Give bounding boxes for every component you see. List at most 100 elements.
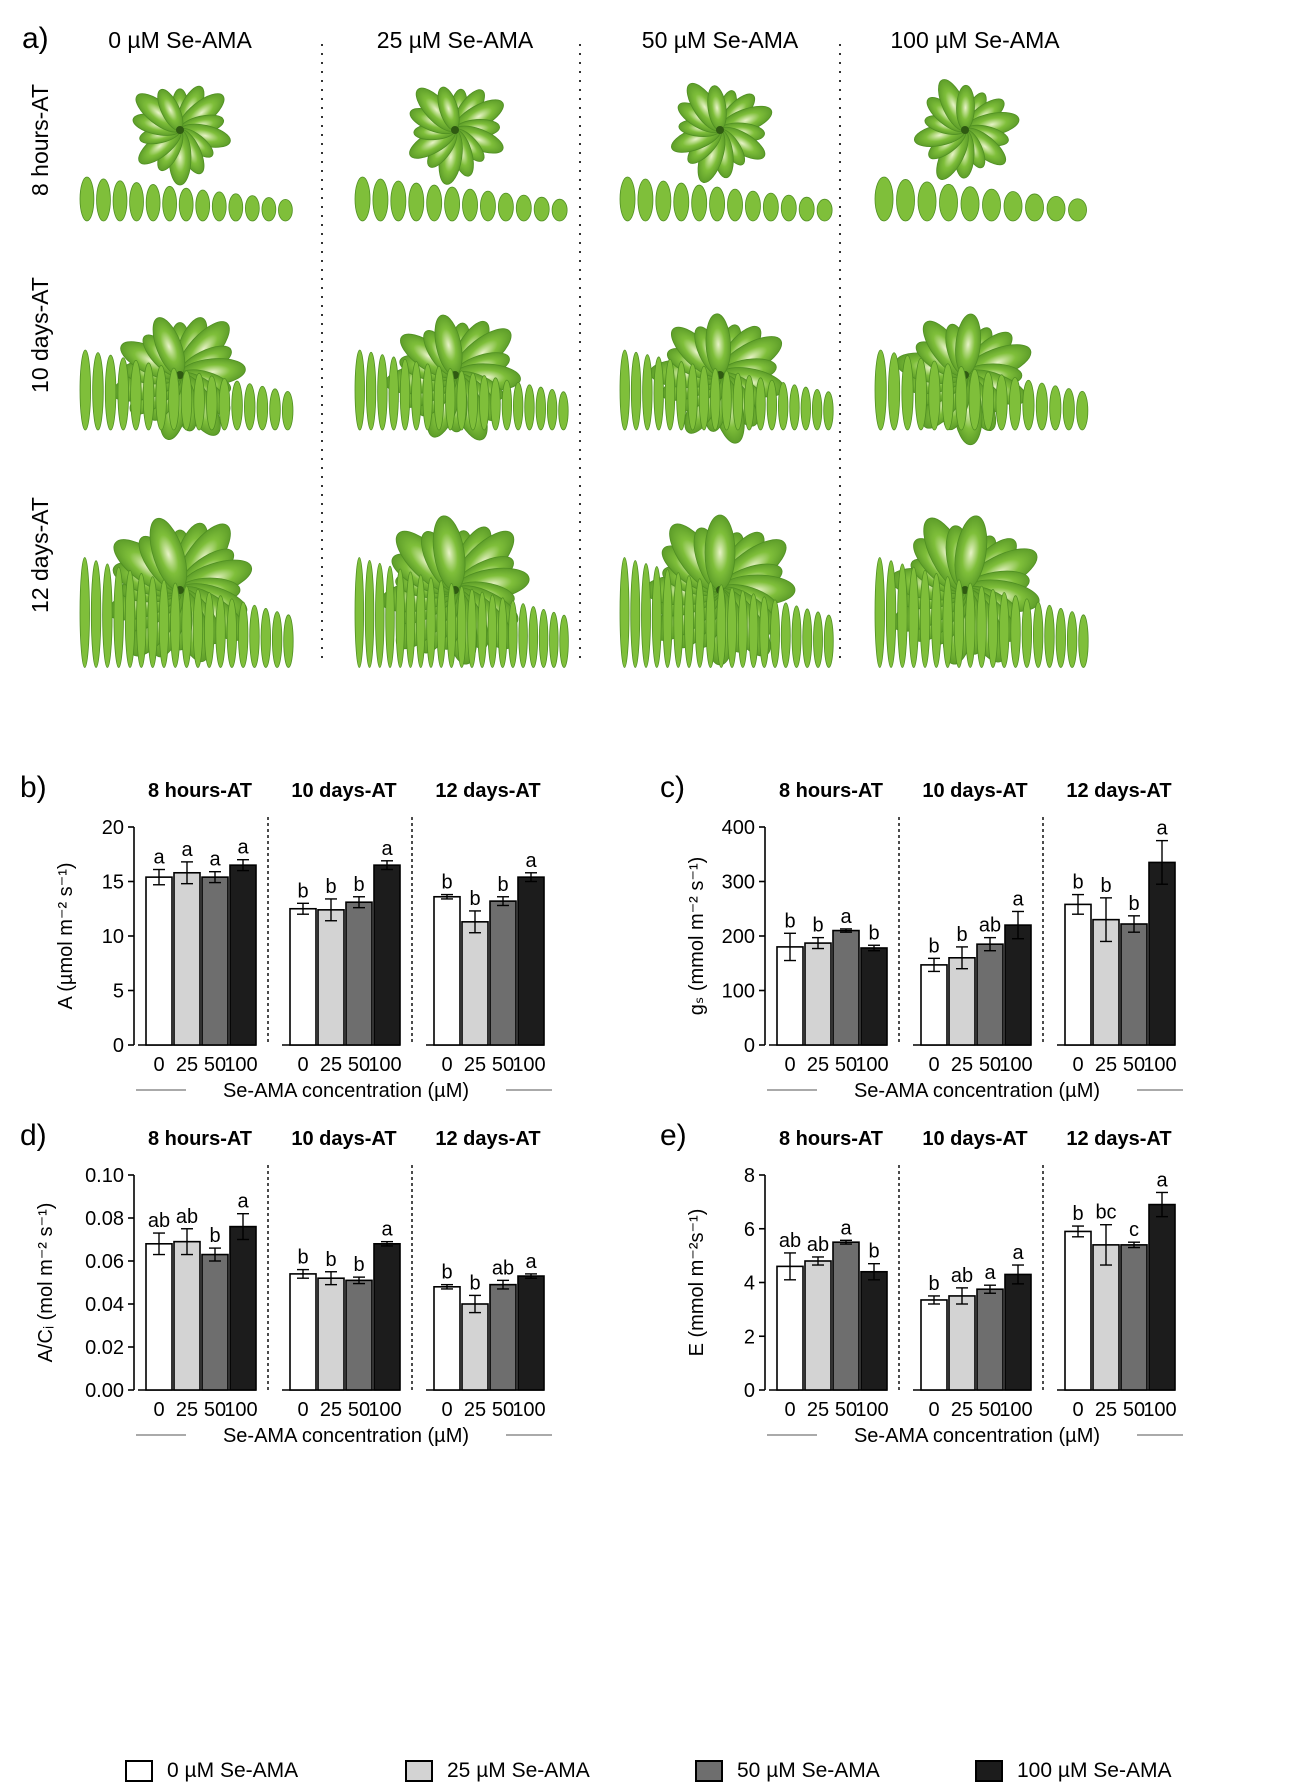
significance-letter: b (469, 888, 480, 910)
column-header-2: 50 µM Se-AMA (642, 27, 799, 53)
strip-leaf (535, 386, 546, 431)
strip-leaf (388, 356, 399, 431)
bar-2-1 (461, 921, 489, 1046)
y-tick-label: 10 (102, 926, 124, 948)
strip-leaf (513, 382, 524, 431)
strip-leaf (709, 186, 726, 222)
strip-leaf (558, 391, 569, 431)
strip-leaf (673, 572, 684, 668)
strip-leaf (811, 388, 823, 431)
strip-leaf (90, 560, 102, 668)
significance-letter: b (497, 874, 508, 896)
legend-label-25: 25 µM Se-AMA (447, 1759, 590, 1782)
strip-leaf (1035, 382, 1048, 431)
significance-letter: a (984, 1262, 996, 1284)
strip-leaf (226, 598, 238, 668)
y-tick-label: 2 (744, 1326, 755, 1348)
significance-letter: b (353, 1254, 364, 1276)
strip-leaf (206, 375, 218, 431)
x-tick-label: 100 (224, 1399, 257, 1421)
strip-leaf (375, 562, 385, 668)
significance-letter: b (868, 1241, 879, 1263)
strip-leaf (178, 187, 194, 222)
strip-leaf (694, 578, 705, 668)
panel-a-plant-photos: a) 0 µM Se-AMA 25 µM Se-AMA 50 µM Se-AMA 100… (0, 0, 1298, 770)
strip-leaf (1078, 614, 1089, 668)
bar-2-2 (1120, 1244, 1148, 1391)
strip-leaf (155, 365, 167, 431)
bar-2-3 (517, 1275, 545, 1391)
strip-leaf (896, 179, 915, 222)
rosette-center (716, 126, 724, 134)
strip-leaf (490, 377, 501, 431)
panel-label: c) (660, 772, 685, 804)
bar-1-2 (976, 943, 1004, 1046)
significance-letter: b (297, 1247, 308, 1269)
strip-leaf (789, 384, 800, 431)
bar-1-2 (345, 901, 373, 1046)
strip-leaf (256, 385, 269, 431)
strip-leaf (546, 388, 558, 431)
significance-letter: b (928, 1273, 939, 1295)
bar-1-1 (948, 957, 976, 1046)
x-tick-label: 100 (999, 1399, 1032, 1421)
y-tick-label: 0 (113, 1035, 124, 1057)
strip-leaf (518, 603, 528, 668)
strip-leaf (515, 194, 532, 222)
bar-2-0 (433, 895, 461, 1046)
row-label-2: 12 days-AT (27, 497, 53, 613)
bar-0-3 (860, 947, 888, 1046)
strip-leaf (755, 377, 766, 431)
strip-leaf (549, 611, 559, 668)
x-tick-label: 25 (464, 1399, 486, 1421)
significance-letter: b (928, 935, 939, 957)
strip-leaf (446, 583, 457, 668)
bar-1-0 (289, 1273, 317, 1391)
bar-2-3 (1148, 1203, 1176, 1391)
bar-1-1 (948, 1295, 976, 1391)
x-tick-label: 50 (348, 1399, 370, 1421)
strip-leaf (721, 370, 732, 431)
significance-letter: b (209, 1225, 220, 1247)
strip-leaf (655, 180, 672, 222)
y-tick-label: 300 (722, 872, 755, 894)
strip-leaf (372, 178, 389, 222)
y-tick-label: 4 (744, 1273, 755, 1295)
group-title-1: 10 days-AT (291, 780, 396, 802)
bar-2-0 (433, 1286, 461, 1391)
strip-leaf (249, 604, 260, 668)
strip-leaf (968, 368, 981, 431)
significance-letter: b (297, 880, 308, 902)
significance-letter: b (868, 922, 879, 944)
significance-letter: ab (779, 1230, 801, 1252)
significance-letter: ab (807, 1234, 829, 1256)
strip-leaf (630, 351, 642, 431)
y-tick-label: 400 (722, 817, 755, 839)
strip-leaf (136, 573, 147, 668)
group-title-0: 8 hours-AT (148, 780, 252, 802)
strip-leaf (737, 590, 748, 668)
strip-leaf (477, 591, 487, 668)
strip-leaf (684, 575, 694, 668)
strip-leaf (995, 374, 1008, 431)
y-tick-label: 5 (113, 981, 124, 1003)
strip-leaf (762, 192, 779, 222)
strip-leaf (960, 186, 980, 222)
strip-leaf (426, 577, 436, 668)
legend-swatch-100 (975, 1760, 1003, 1782)
strip-leaf (112, 180, 128, 222)
significance-letter: b (784, 910, 795, 932)
x-tick-label: 25 (320, 1054, 342, 1076)
bar-0-0 (776, 946, 804, 1046)
strip-leaf (129, 182, 144, 222)
strip-leaf (987, 588, 999, 668)
significance-letter: ab (492, 1257, 514, 1279)
strip-leaf (1033, 601, 1044, 668)
bar-2-2 (1120, 923, 1148, 1046)
bar-1-2 (345, 1279, 373, 1391)
strip-leaf (798, 196, 815, 222)
strip-leaf (158, 579, 170, 668)
strip-leaf (524, 384, 535, 431)
rosette-leaf (704, 514, 736, 591)
